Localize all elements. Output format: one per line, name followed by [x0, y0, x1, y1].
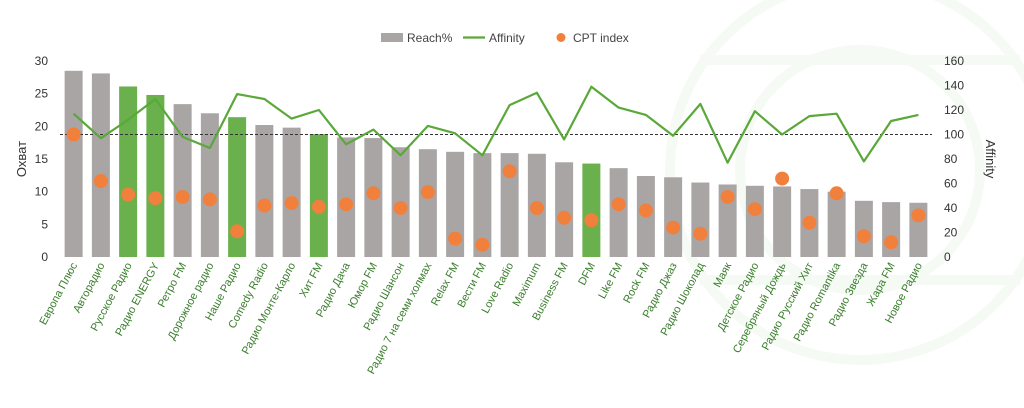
cpt-point	[584, 213, 599, 228]
bar	[309, 134, 328, 257]
y2-tick-label: 80	[944, 152, 958, 166]
cpt-point	[611, 197, 626, 212]
bar	[473, 153, 492, 257]
cpt-point	[475, 237, 490, 252]
bar	[119, 86, 138, 257]
bar	[664, 177, 683, 257]
cpt-point	[393, 201, 408, 215]
category-label: DFM	[576, 261, 598, 288]
cpt-point	[148, 191, 163, 206]
cpt-point	[720, 189, 735, 204]
y2-tick-label: 160	[944, 54, 964, 68]
bar	[854, 200, 873, 257]
bar	[718, 184, 737, 257]
y-tick-label: 0	[41, 250, 48, 264]
cpt-point	[202, 192, 217, 207]
y-axis-title: Охват	[14, 141, 29, 177]
cpt-point	[366, 186, 381, 201]
category-label: Like FM	[596, 261, 625, 301]
legend-swatch-cpt	[556, 33, 566, 42]
y2-tick-label: 40	[944, 201, 958, 215]
bar	[691, 182, 710, 257]
cpt-point	[502, 164, 517, 179]
y-tick-label: 30	[35, 54, 49, 68]
cpt-point	[66, 127, 81, 142]
cpt-point	[747, 202, 762, 217]
y-tick-label: 20	[35, 119, 49, 133]
bar	[91, 73, 110, 257]
y-tick-label: 5	[41, 217, 48, 231]
y2-tick-label: 140	[944, 79, 964, 93]
watermark-emblem	[665, 0, 1024, 365]
bar	[64, 70, 83, 257]
y2-tick-label: 60	[944, 177, 958, 191]
category-label: Европа Плюс	[37, 260, 80, 327]
legend-label-reach: Reach%	[407, 31, 453, 45]
cpt-point	[175, 189, 190, 204]
cpt-point	[339, 197, 354, 212]
bar	[500, 153, 519, 257]
cpt-point	[884, 235, 899, 250]
cpt-point	[420, 185, 435, 200]
legend-swatch-reach	[381, 33, 403, 42]
y2-tick-label: 120	[944, 103, 964, 117]
bar	[827, 191, 846, 257]
bar	[200, 113, 219, 258]
cpt-point	[284, 196, 299, 211]
bar	[609, 168, 628, 257]
bar	[745, 185, 764, 257]
y2-tick-label: 100	[944, 128, 964, 142]
cpt-point	[257, 198, 272, 213]
y2-axis-title: Affinity	[983, 140, 998, 179]
legend-label-affinity: Affinity	[489, 31, 525, 45]
category-label: Хит FM	[297, 261, 325, 300]
cpt-point	[638, 203, 653, 218]
cpt-point	[911, 208, 926, 223]
cpt-point	[557, 210, 572, 225]
bar	[282, 127, 301, 257]
y-tick-label: 10	[35, 185, 49, 199]
bar	[418, 149, 437, 257]
cpt-point	[93, 174, 108, 189]
y-tick-label: 25	[35, 87, 49, 101]
cpt-point	[829, 186, 844, 201]
bar	[773, 186, 792, 257]
bar	[337, 137, 356, 257]
cpt-point	[448, 231, 463, 246]
plot-area: 0 5 10 15 20 25 30 0 20 40 60 80 100 120 140 160 Европа …	[35, 54, 965, 376]
cpt-point	[666, 220, 681, 235]
bar	[173, 104, 192, 258]
cpt-point	[775, 171, 790, 186]
bar	[582, 163, 601, 257]
y2-tick-label: 20	[944, 226, 958, 240]
cpt-point	[856, 229, 871, 244]
y2-tick-label: 0	[944, 250, 951, 264]
y-tick-label: 15	[35, 152, 49, 166]
cpt-point	[693, 226, 708, 241]
affinity-line	[72, 85, 919, 164]
legend-label-cpt: CPT index	[573, 31, 629, 45]
cpt-point	[529, 201, 544, 215]
cpt-point	[311, 199, 326, 214]
bar	[228, 117, 247, 257]
bar	[555, 162, 574, 257]
cpt-point	[802, 215, 817, 230]
cpt-point	[230, 224, 245, 239]
category-label: Rock FM	[621, 261, 652, 305]
cpt-point	[121, 187, 136, 202]
bar	[446, 151, 465, 257]
legend: Reach% Affinity CPT index	[381, 31, 629, 45]
bar	[146, 94, 165, 258]
bar	[255, 125, 274, 257]
